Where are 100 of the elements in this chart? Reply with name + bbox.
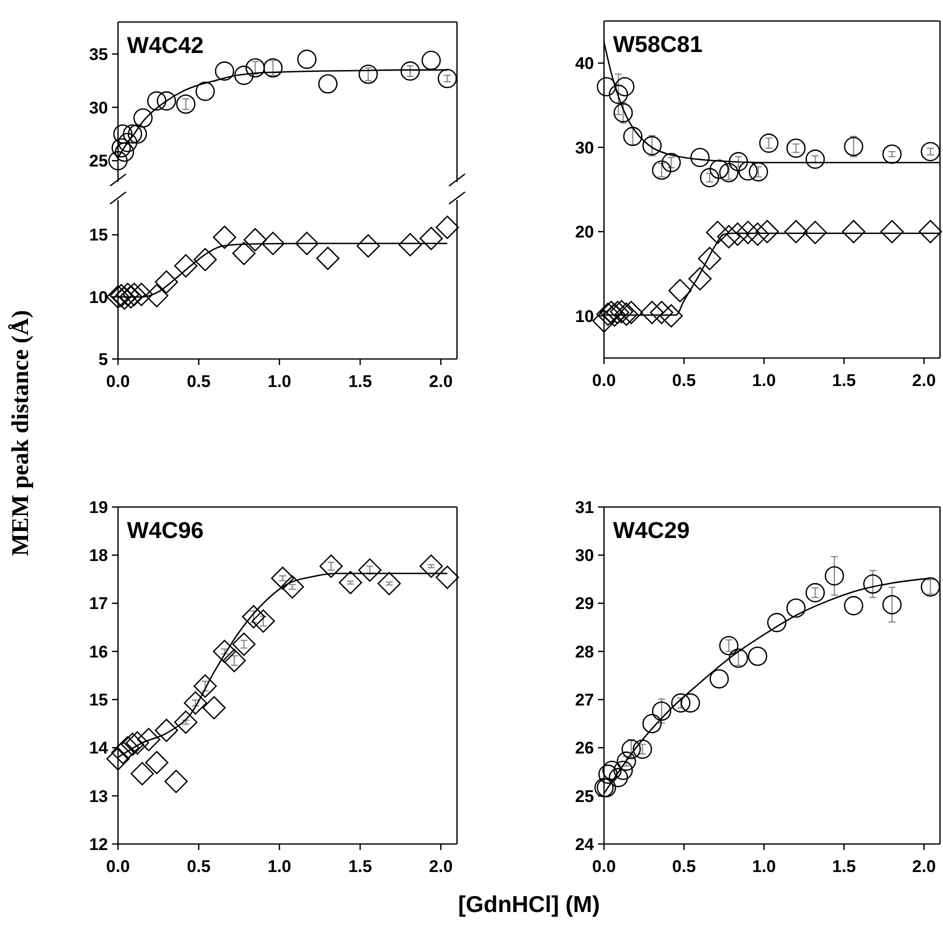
y-tick-label: 19 [89, 498, 108, 517]
y-tick-label: 28 [575, 642, 594, 662]
point [147, 91, 166, 111]
x-tick-label: 2.0 [429, 372, 453, 391]
point [660, 304, 683, 328]
point [244, 228, 267, 252]
point [596, 77, 616, 96]
point [920, 577, 940, 597]
y-tick-label: 14 [89, 738, 109, 758]
point [112, 138, 131, 158]
point [156, 91, 176, 111]
point [164, 770, 188, 794]
x-tick-label: 1.0 [268, 372, 292, 391]
point [918, 220, 942, 244]
point [736, 220, 760, 244]
y-tick-label: 30 [575, 546, 594, 566]
x-tick-label: 1.0 [268, 857, 292, 876]
point [214, 61, 234, 81]
point [668, 278, 692, 302]
point [863, 574, 882, 594]
x-tick-label: 0.0 [592, 857, 616, 876]
point [756, 220, 779, 244]
x-tick-label: 1.5 [832, 857, 856, 876]
y-tick-label: 15 [89, 226, 108, 245]
point [137, 728, 160, 752]
point [128, 124, 148, 144]
point [358, 558, 382, 582]
point [614, 302, 638, 326]
x-tick-label: 0.0 [592, 371, 616, 390]
point [133, 108, 153, 128]
point [400, 61, 420, 81]
point [748, 646, 768, 666]
point [194, 674, 217, 698]
x-tick-label: 1.5 [348, 857, 372, 876]
x-tick-label: 0.5 [672, 371, 696, 390]
point [880, 220, 904, 244]
point [295, 232, 319, 256]
y-tick-label: 24 [575, 834, 595, 854]
point [719, 636, 738, 656]
x-tick-label: 1.0 [752, 857, 776, 876]
point [202, 696, 226, 720]
point [263, 58, 283, 78]
point [767, 612, 786, 632]
point [596, 302, 620, 326]
x-tick-label: 0.0 [106, 857, 130, 876]
point [174, 254, 198, 278]
y-tick-label: 13 [89, 786, 108, 806]
chart-title: W4C96 [127, 517, 204, 543]
point [436, 566, 459, 589]
y-tick-label: 17 [89, 594, 108, 614]
x-tick-label: 1.0 [752, 371, 776, 390]
point [738, 161, 758, 181]
point [784, 220, 808, 244]
point [106, 285, 130, 309]
y-tick-label: 25 [575, 786, 594, 806]
point [113, 124, 132, 144]
point [598, 764, 618, 784]
point [176, 94, 196, 114]
point [592, 309, 616, 333]
y-axis-title: MEM peak distance (Å) [8, 310, 34, 556]
point [786, 598, 806, 618]
point [118, 132, 138, 152]
point [616, 752, 636, 771]
point [422, 50, 441, 70]
point [698, 246, 722, 270]
x-tick-label: 2.0 [912, 857, 936, 876]
point [717, 225, 740, 248]
point [622, 740, 641, 759]
point [297, 50, 317, 69]
point [786, 138, 806, 158]
point [650, 300, 674, 324]
point [844, 596, 864, 616]
x-tick-label: 2.0 [429, 857, 453, 876]
point [710, 669, 729, 689]
point [114, 142, 134, 162]
point [602, 760, 622, 780]
point [728, 152, 748, 172]
x-tick-label: 1.5 [832, 371, 856, 390]
point [614, 103, 633, 122]
point [126, 731, 150, 755]
chart-title: W4C42 [127, 32, 204, 58]
y-tick-label: 5 [98, 350, 108, 369]
point [610, 300, 634, 324]
y-tick-label: 26 [575, 738, 594, 758]
point [232, 632, 256, 656]
y-tick-label: 12 [89, 834, 108, 854]
point [194, 248, 217, 272]
point [688, 267, 712, 290]
point [710, 160, 729, 179]
point [842, 220, 866, 244]
point [316, 246, 340, 270]
y-tick-label: 35 [89, 44, 108, 64]
point [420, 226, 443, 250]
point [120, 732, 144, 756]
point [642, 136, 662, 156]
point [652, 160, 672, 180]
point [154, 718, 178, 742]
point [615, 77, 634, 96]
point [318, 74, 338, 94]
point [806, 150, 825, 169]
